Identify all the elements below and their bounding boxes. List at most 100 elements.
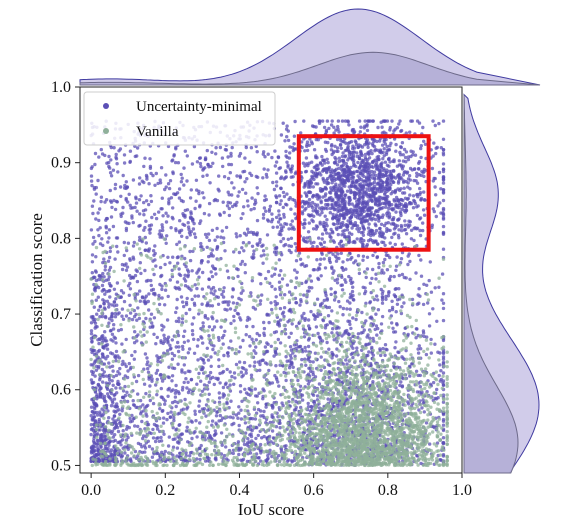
point-uncertainty-minimal <box>328 191 333 195</box>
point-uncertainty-minimal <box>350 226 354 230</box>
point-uncertainty-minimal <box>289 356 293 360</box>
point-uncertainty-minimal <box>384 170 389 175</box>
point-uncertainty-minimal <box>153 183 157 187</box>
point-uncertainty-minimal <box>336 186 340 190</box>
point-uncertainty-minimal <box>346 219 350 223</box>
point-uncertainty-minimal <box>441 318 446 323</box>
point-uncertainty-minimal <box>107 361 111 365</box>
point-uncertainty-minimal <box>110 352 115 356</box>
point-uncertainty-minimal <box>245 177 249 181</box>
point-uncertainty-minimal <box>253 198 257 202</box>
point-uncertainty-minimal <box>239 291 243 295</box>
point-uncertainty-minimal <box>265 233 270 237</box>
point-uncertainty-minimal <box>163 449 167 454</box>
point-uncertainty-minimal <box>145 356 149 360</box>
point-uncertainty-minimal <box>376 308 381 312</box>
point-uncertainty-minimal <box>406 157 411 162</box>
point-uncertainty-minimal <box>407 174 412 178</box>
point-uncertainty-minimal <box>166 394 170 398</box>
point-uncertainty-minimal <box>190 297 194 302</box>
point-uncertainty-minimal <box>193 412 197 416</box>
point-uncertainty-minimal <box>313 202 317 207</box>
point-uncertainty-minimal <box>279 175 284 179</box>
point-uncertainty-minimal <box>262 326 267 331</box>
point-uncertainty-minimal <box>213 267 217 271</box>
point-uncertainty-minimal <box>417 253 421 258</box>
point-uncertainty-minimal <box>93 374 97 378</box>
point-uncertainty-minimal <box>441 169 446 174</box>
point-uncertainty-minimal <box>395 203 399 208</box>
point-uncertainty-minimal <box>261 249 266 253</box>
point-uncertainty-minimal <box>318 262 322 267</box>
point-uncertainty-minimal <box>323 266 328 270</box>
point-uncertainty-minimal <box>371 119 375 123</box>
point-uncertainty-minimal <box>441 137 446 141</box>
point-uncertainty-minimal <box>114 424 119 428</box>
point-uncertainty-minimal <box>383 160 388 164</box>
point-uncertainty-minimal <box>166 144 171 149</box>
point-uncertainty-minimal <box>90 410 95 414</box>
point-uncertainty-minimal <box>121 211 125 215</box>
point-uncertainty-minimal <box>203 232 208 237</box>
point-uncertainty-minimal <box>104 289 109 294</box>
point-uncertainty-minimal <box>149 312 154 316</box>
point-uncertainty-minimal <box>307 190 311 195</box>
point-uncertainty-minimal <box>302 201 307 205</box>
point-uncertainty-minimal <box>302 185 306 189</box>
point-uncertainty-minimal <box>383 353 387 357</box>
point-uncertainty-minimal <box>274 171 279 175</box>
point-uncertainty-minimal <box>440 298 444 302</box>
point-uncertainty-minimal <box>352 223 357 227</box>
point-uncertainty-minimal <box>322 257 326 261</box>
point-uncertainty-minimal <box>274 250 279 254</box>
point-uncertainty-minimal <box>387 148 391 152</box>
point-uncertainty-minimal <box>208 181 212 185</box>
point-uncertainty-minimal <box>340 164 344 168</box>
point-uncertainty-minimal <box>160 379 165 383</box>
point-uncertainty-minimal <box>304 363 308 367</box>
point-uncertainty-minimal <box>113 355 117 359</box>
point-uncertainty-minimal <box>336 127 340 131</box>
point-uncertainty-minimal <box>321 158 326 163</box>
point-uncertainty-minimal <box>361 184 366 189</box>
point-uncertainty-minimal <box>316 276 320 280</box>
point-uncertainty-minimal <box>379 353 383 358</box>
point-uncertainty-minimal <box>152 272 156 277</box>
point-uncertainty-minimal <box>322 167 327 171</box>
point-uncertainty-minimal <box>300 176 304 180</box>
point-uncertainty-minimal <box>350 255 354 260</box>
point-uncertainty-minimal <box>355 169 360 174</box>
point-uncertainty-minimal <box>193 294 197 298</box>
point-uncertainty-minimal <box>338 143 343 147</box>
point-uncertainty-minimal <box>366 173 370 177</box>
point-uncertainty-minimal <box>272 330 277 335</box>
point-uncertainty-minimal <box>226 351 230 355</box>
point-uncertainty-minimal <box>322 224 326 229</box>
point-uncertainty-minimal <box>107 255 112 260</box>
point-uncertainty-minimal <box>363 124 367 128</box>
point-uncertainty-minimal <box>188 258 193 263</box>
point-uncertainty-minimal <box>359 231 364 235</box>
point-uncertainty-minimal <box>226 155 230 159</box>
point-uncertainty-minimal <box>202 211 207 216</box>
point-uncertainty-minimal <box>158 235 162 239</box>
point-uncertainty-minimal <box>364 179 369 183</box>
point-uncertainty-minimal <box>397 273 401 278</box>
point-uncertainty-minimal <box>230 181 234 185</box>
point-uncertainty-minimal <box>89 414 93 418</box>
point-uncertainty-minimal <box>434 146 438 150</box>
point-uncertainty-minimal <box>376 203 380 208</box>
point-uncertainty-minimal <box>104 357 108 361</box>
point-uncertainty-minimal <box>343 200 347 204</box>
point-uncertainty-minimal <box>433 176 437 181</box>
point-uncertainty-minimal <box>103 153 107 158</box>
point-uncertainty-minimal <box>185 425 189 429</box>
point-uncertainty-minimal <box>203 313 207 318</box>
point-uncertainty-minimal <box>222 236 226 240</box>
point-uncertainty-minimal <box>324 192 328 196</box>
point-uncertainty-minimal <box>111 339 115 343</box>
point-uncertainty-minimal <box>149 171 153 176</box>
point-uncertainty-minimal <box>299 131 303 135</box>
point-uncertainty-minimal <box>216 295 220 299</box>
point-uncertainty-minimal <box>128 303 132 307</box>
